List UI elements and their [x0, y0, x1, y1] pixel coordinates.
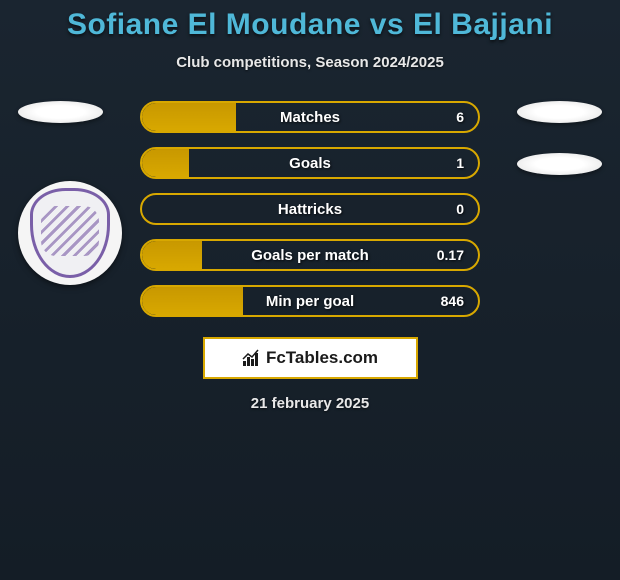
stat-bar-label: Min per goal [142, 293, 478, 310]
stat-bar: Goals1 [140, 147, 480, 179]
player-left-placeholder-icon [18, 101, 103, 123]
stat-bar: Matches6 [140, 101, 480, 133]
club-stripes-icon [41, 206, 99, 256]
footer-logo: FcTables.com [203, 337, 418, 379]
stats-bars: Matches6Goals1Hattricks0Goals per match0… [140, 101, 480, 317]
stat-bar-value: 1 [456, 155, 464, 171]
stat-bar-label: Goals per match [142, 247, 478, 264]
footer-logo-text: FcTables.com [266, 348, 378, 368]
stat-bar-value: 846 [441, 293, 464, 309]
content-area: Matches6Goals1Hattricks0Goals per match0… [0, 101, 620, 412]
player-right-placeholder2-icon [517, 153, 602, 175]
footer-date: 21 february 2025 [0, 395, 620, 412]
stat-bar-value: 0 [456, 201, 464, 217]
stat-bar-value: 0.17 [437, 247, 464, 263]
stat-bar: Goals per match0.17 [140, 239, 480, 271]
stat-bar-label: Matches [142, 109, 478, 126]
stat-bar-value: 6 [456, 109, 464, 125]
chart-bars-icon [242, 349, 262, 367]
subtitle: Club competitions, Season 2024/2025 [0, 54, 620, 71]
page-title: Sofiane El Moudane vs El Bajjani [0, 8, 620, 42]
club-shield-icon [30, 188, 110, 278]
player-right-placeholder-icon [517, 101, 602, 123]
stat-bar: Hattricks0 [140, 193, 480, 225]
club-badge-icon [18, 181, 122, 285]
stat-bar-label: Hattricks [142, 201, 478, 218]
stat-bar-label: Goals [142, 155, 478, 172]
stat-bar: Min per goal846 [140, 285, 480, 317]
header: Sofiane El Moudane vs El Bajjani Club co… [0, 0, 620, 71]
